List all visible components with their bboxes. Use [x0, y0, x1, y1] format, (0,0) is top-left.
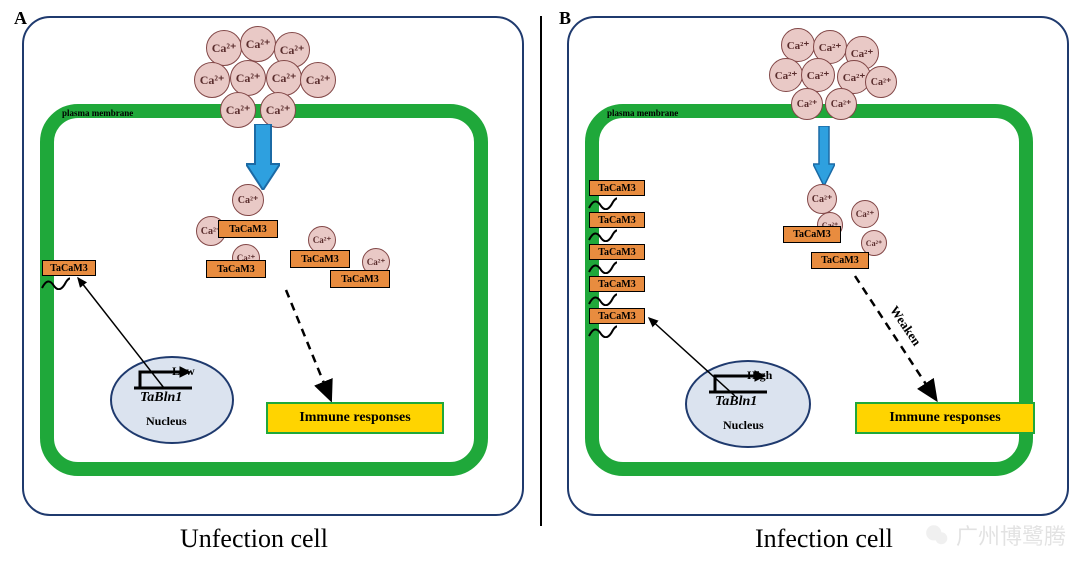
panel-a: A plasma membrane Ca²⁺Ca²⁺Ca²⁺Ca²⁺Ca²⁺Ca… [10, 8, 530, 558]
calcium-ion: Ca²⁺ [206, 30, 242, 66]
immune-response-box-a: Immune responses [266, 402, 444, 434]
calcium-influx-arrow-b [813, 126, 835, 186]
immune-response-box-b: Immune responses [855, 402, 1035, 434]
watermark-text: 广州博鹭腾 [956, 519, 1066, 551]
wechat-icon [924, 522, 950, 548]
calcium-ion: Ca²⁺ [791, 88, 823, 120]
rna-tail-icon [587, 290, 617, 306]
tacam3-box: TaCaM3 [783, 226, 841, 243]
calcium-ion: Ca²⁺ [807, 184, 837, 214]
panel-b: B plasma membrane Ca²⁺Ca²⁺Ca²⁺Ca²⁺Ca²⁺Ca… [555, 8, 1075, 558]
signaling-arrow-a [280, 286, 360, 406]
nucleus-label-a: Nucleus [146, 414, 187, 429]
rna-tail-icon [587, 194, 617, 210]
rna-tail-icon [587, 322, 617, 338]
rna-tail-icon [40, 274, 70, 290]
calcium-ion: Ca²⁺ [240, 26, 276, 62]
calcium-ion: Ca²⁺ [300, 62, 336, 98]
membrane-label-a: plasma membrane [62, 108, 133, 118]
panel-a-label: A [14, 8, 27, 29]
cell-label-b: Infection cell [755, 524, 893, 554]
signaling-arrow-b [847, 270, 957, 406]
calcium-ion: Ca²⁺ [781, 28, 815, 62]
panel-divider [540, 16, 542, 526]
calcium-ion: Ca²⁺ [851, 200, 879, 228]
calcium-ion: Ca²⁺ [825, 88, 857, 120]
transcript-arrow-a [68, 266, 178, 396]
tacam3-box: TaCaM3 [811, 252, 869, 269]
calcium-ion: Ca²⁺ [769, 58, 803, 92]
calcium-ion: Ca²⁺ [220, 92, 256, 128]
membrane-label-b: plasma membrane [607, 108, 678, 118]
calcium-influx-arrow-a [246, 124, 280, 190]
calcium-ion: Ca²⁺ [260, 92, 296, 128]
cell-label-a: Unfection cell [180, 524, 328, 554]
calcium-ion: Ca²⁺ [232, 184, 264, 216]
calcium-ion: Ca²⁺ [266, 60, 302, 96]
tacam3-box: TaCaM3 [218, 220, 278, 238]
calcium-ion: Ca²⁺ [865, 66, 897, 98]
panel-b-label: B [559, 8, 571, 29]
rna-tail-icon [587, 258, 617, 274]
calcium-ion: Ca²⁺ [194, 62, 230, 98]
rna-tail-icon [587, 226, 617, 242]
calcium-ion: Ca²⁺ [230, 60, 266, 96]
watermark: 广州博鹭腾 [924, 519, 1066, 551]
calcium-ion: Ca²⁺ [801, 58, 835, 92]
tacam3-box: TaCaM3 [290, 250, 350, 268]
expression-level-b: High [747, 368, 772, 383]
tacam3-box: TaCaM3 [206, 260, 266, 278]
transcript-arrow-b [639, 308, 749, 408]
nucleus-label-b: Nucleus [723, 418, 764, 433]
